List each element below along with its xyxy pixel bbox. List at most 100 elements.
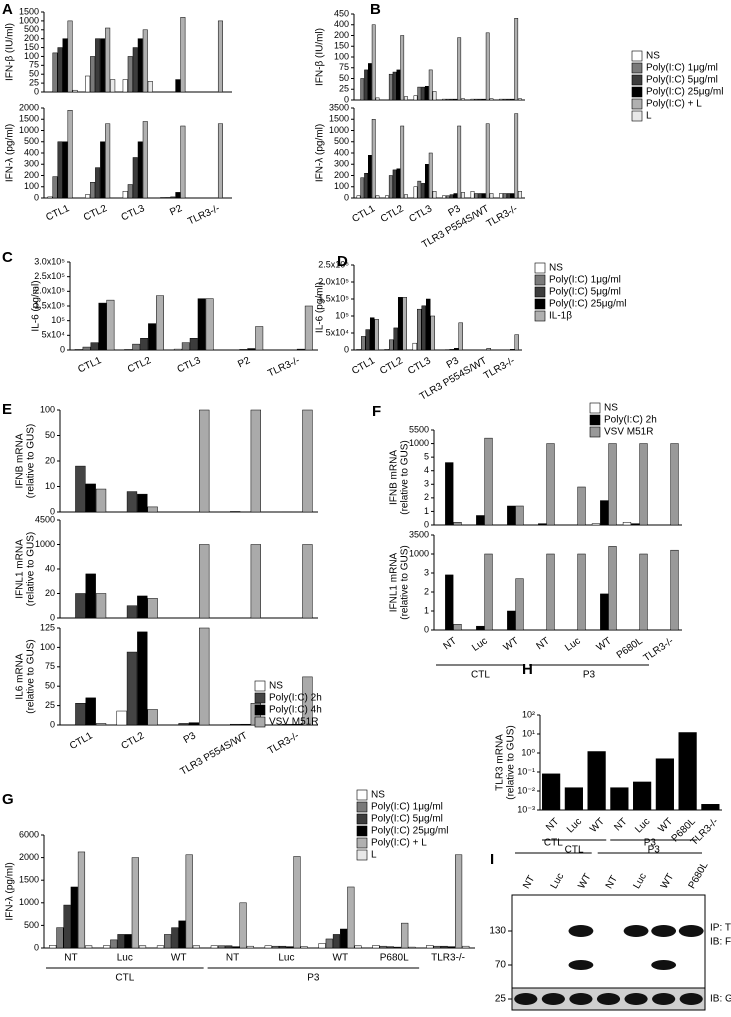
- legend-label: Poly(I:C) 2h: [604, 415, 657, 426]
- bar: [547, 444, 555, 525]
- legend-swatch: [357, 838, 367, 848]
- bar: [518, 191, 521, 198]
- bar: [241, 724, 251, 725]
- legend-swatch: [590, 403, 600, 413]
- bar: [454, 99, 457, 100]
- y-tick-label: 2: [424, 492, 429, 502]
- bar: [511, 194, 514, 199]
- bar: [565, 788, 583, 810]
- bar: [458, 126, 461, 198]
- bar: [446, 196, 449, 198]
- legend-label: VSV M51R: [604, 427, 653, 438]
- y-tick-label: 450: [334, 8, 349, 18]
- legend-label: NS: [371, 790, 385, 801]
- bar: [507, 99, 510, 100]
- bar: [446, 99, 449, 100]
- y-tick-label: 4: [424, 465, 429, 475]
- x-tick-label: TLR3-/-: [482, 355, 517, 381]
- bar: [107, 300, 114, 350]
- bar: [476, 626, 484, 630]
- bar: [499, 194, 502, 199]
- bar: [450, 195, 453, 198]
- bar: [206, 299, 213, 350]
- bar: [518, 99, 521, 100]
- y-tick-label: 20: [45, 455, 55, 465]
- bar: [240, 903, 247, 948]
- y-axis-label: IL6 mRNA: [15, 653, 26, 699]
- bar: [251, 410, 261, 512]
- y-tick-label: 10⁰: [521, 747, 535, 757]
- y-tick-label: 2000: [19, 102, 39, 112]
- y-tick-label: 1500: [19, 6, 39, 16]
- y-axis-label: IFNL1 mRNA: [389, 552, 400, 612]
- bar: [475, 194, 478, 199]
- bar: [96, 489, 106, 512]
- bar: [515, 18, 518, 100]
- y-axis-label: (relative to GUS): [26, 532, 37, 606]
- legend-label: Poly(I:C) 2h: [269, 693, 322, 704]
- panel-label: I: [490, 851, 494, 868]
- bar: [361, 79, 364, 101]
- legend-label: L: [646, 111, 652, 122]
- bar: [100, 142, 105, 198]
- bar: [357, 196, 360, 198]
- panel-label: G: [2, 791, 14, 808]
- bar: [679, 732, 697, 810]
- bar: [105, 28, 110, 92]
- band: [652, 993, 675, 1005]
- bar: [538, 524, 546, 525]
- bar: [340, 929, 347, 948]
- bar: [138, 39, 143, 92]
- bar: [218, 124, 223, 198]
- bar: [176, 80, 181, 92]
- bar: [127, 652, 137, 725]
- y-axis-label: IFN-β (IU/ml): [5, 23, 16, 81]
- legend-swatch: [535, 311, 545, 321]
- bar: [609, 546, 617, 630]
- bar: [592, 524, 600, 525]
- y-tick-label: 100: [40, 404, 55, 414]
- bar: [600, 594, 608, 630]
- bar: [385, 196, 388, 198]
- y-tick-label: 100: [334, 51, 349, 61]
- bar: [425, 164, 428, 198]
- x-tick-label: CTL1: [350, 355, 377, 377]
- bar: [100, 39, 105, 92]
- bar: [372, 119, 375, 198]
- x-tick-label: NT: [534, 636, 551, 653]
- y-tick-label: 6000: [19, 829, 39, 839]
- y-tick-label: 1: [424, 506, 429, 516]
- bar: [233, 947, 240, 948]
- legend-swatch: [632, 111, 642, 121]
- bar: [301, 947, 308, 948]
- y-axis-label: IL-6 (pg/ml): [31, 280, 42, 331]
- legend-label: Poly(I:C) 5μg/ml: [549, 287, 621, 298]
- x-tick-label: CTL2: [378, 355, 405, 377]
- bar: [486, 124, 489, 198]
- bar: [75, 594, 85, 619]
- y-tick-label: 200: [334, 30, 349, 40]
- bar: [85, 76, 90, 92]
- bar: [294, 856, 301, 948]
- legend-swatch: [632, 63, 642, 73]
- blot-membrane: [512, 895, 705, 990]
- bar: [303, 545, 313, 619]
- bar: [547, 554, 555, 630]
- bar: [397, 169, 400, 198]
- bar: [404, 195, 407, 198]
- x-tick-label: CTL3: [406, 355, 433, 377]
- bar: [376, 196, 379, 198]
- bar: [441, 946, 448, 948]
- y-tick-label: 500: [24, 136, 39, 146]
- y-tick-label: 10⁻²: [517, 785, 535, 795]
- bar: [148, 507, 158, 512]
- bar: [623, 522, 631, 525]
- legend-label: Poly(I:C) + L: [371, 838, 427, 849]
- lane-label: NT: [521, 874, 537, 891]
- y-tick-label: 0: [424, 624, 429, 634]
- bar: [174, 349, 181, 350]
- x-tick-label: WT: [333, 953, 349, 964]
- bar: [398, 297, 402, 350]
- lane-label: Luc: [631, 871, 649, 890]
- y-tick-label: 10: [45, 481, 55, 491]
